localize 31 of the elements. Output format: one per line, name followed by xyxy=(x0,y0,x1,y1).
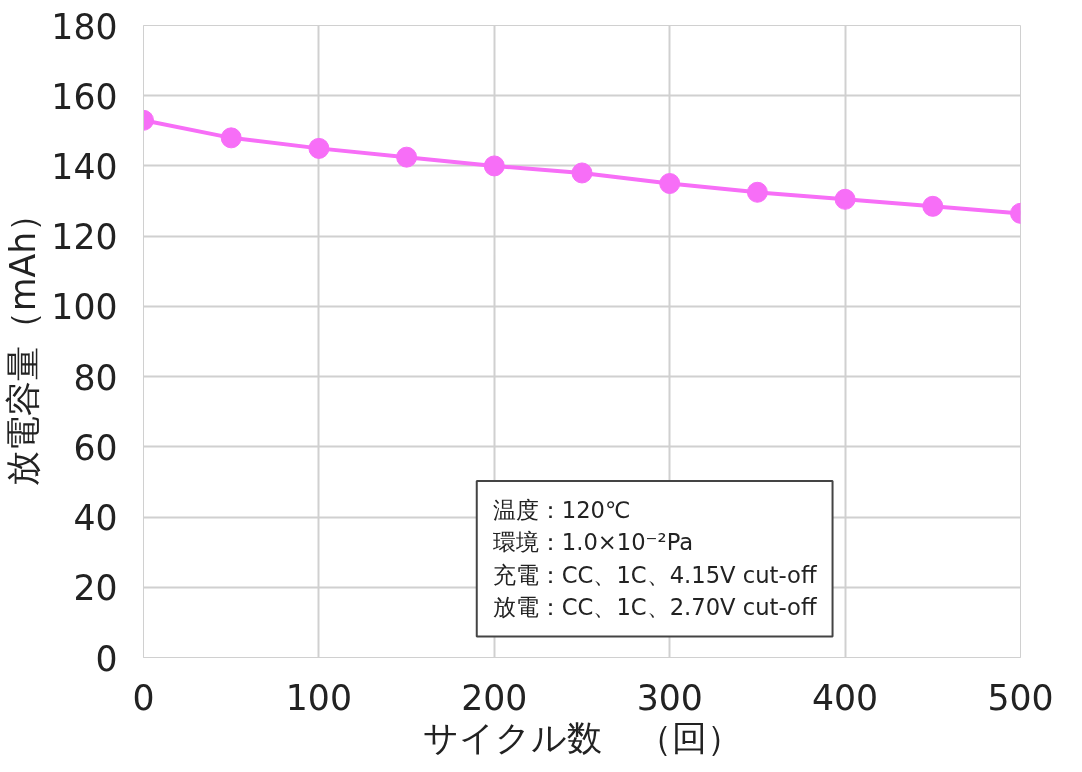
y-tick-label: 80 xyxy=(73,357,118,398)
y-tick-label: 120 xyxy=(51,217,118,258)
x-tick-label: 200 xyxy=(461,677,528,718)
point xyxy=(220,127,242,149)
x-tick-label: 0 xyxy=(132,677,155,718)
y-tick-label: 160 xyxy=(51,76,118,117)
y-tick-label: 100 xyxy=(51,287,118,328)
y-tick-label: 0 xyxy=(95,638,118,679)
point xyxy=(483,155,505,177)
x-tick-label: 100 xyxy=(285,677,352,718)
annotation: 充電：CC、1C、4.15V cut-off xyxy=(492,561,818,588)
y-tick-label: 20 xyxy=(73,568,118,609)
annotation: 温度：120℃ xyxy=(492,496,631,523)
point xyxy=(571,162,593,184)
point xyxy=(308,137,330,159)
y-tick-label: 60 xyxy=(73,427,118,468)
annotation: 放電：CC、1C、2.70V cut-off xyxy=(492,594,818,621)
x-tick-label: 500 xyxy=(987,677,1054,718)
x-axis-title: サイクル数 （回） xyxy=(422,717,742,758)
annotation: 環境：1.0×10⁻²Pa xyxy=(492,529,694,556)
point xyxy=(396,146,418,168)
point xyxy=(834,188,856,210)
y-tick-label: 180 xyxy=(51,6,118,47)
y-tick-label: 40 xyxy=(73,498,118,539)
y-axis-title: 放電容量（mAh） xyxy=(3,196,44,487)
x-tick-label: 300 xyxy=(636,677,703,718)
point xyxy=(922,195,944,217)
y-tick-label: 140 xyxy=(51,146,118,187)
point xyxy=(746,181,768,203)
point xyxy=(659,173,681,194)
x-tick-label: 400 xyxy=(812,677,879,718)
